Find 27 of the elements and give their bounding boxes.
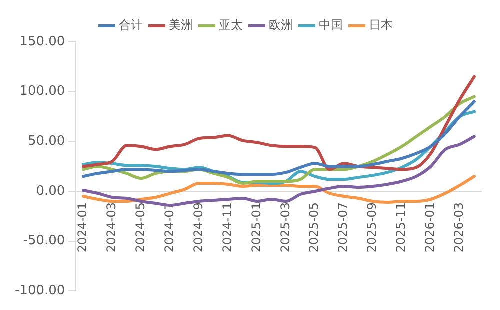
y-tick-label: -100.00 bbox=[14, 284, 66, 299]
x-tick-label: 2024-01 bbox=[76, 202, 90, 253]
y-tick-label: 0.00 bbox=[36, 184, 66, 199]
x-tick-label: 2024-05 bbox=[133, 202, 148, 253]
x-tick-label: 2024-03 bbox=[104, 202, 119, 253]
line-series bbox=[82, 175, 476, 204]
x-tick-label: 2026-01 bbox=[423, 202, 438, 253]
x-tick-label: 2025-01 bbox=[249, 202, 264, 253]
x-tick-label: 2025-07 bbox=[336, 202, 350, 253]
y-tick-label: -50.00 bbox=[23, 234, 66, 249]
x-tick-label: 2025-05 bbox=[307, 202, 322, 253]
x-tick-label: 2025-09 bbox=[365, 202, 380, 253]
y-tick-label: 150.00 bbox=[20, 34, 66, 50]
x-tick-label: 2025-03 bbox=[278, 202, 292, 253]
x-tick-label: 2024-11 bbox=[220, 202, 234, 253]
y-tick-label: 100.00 bbox=[20, 84, 66, 100]
y-tick-label: 50.00 bbox=[28, 134, 66, 150]
line-series bbox=[82, 75, 476, 172]
legend-label: 亚太 bbox=[219, 18, 243, 32]
x-tick-label: 2024-09 bbox=[191, 202, 206, 253]
legend-label: 中国 bbox=[319, 18, 343, 32]
legend-label: 日本 bbox=[369, 18, 393, 32]
x-tick-label: 2026-03 bbox=[452, 202, 466, 253]
legend-label: 合计 bbox=[119, 18, 143, 32]
legend-label: 美洲 bbox=[169, 18, 193, 32]
legend-label: 欧洲 bbox=[269, 18, 293, 32]
x-tick-label: 2025-11 bbox=[394, 202, 408, 253]
